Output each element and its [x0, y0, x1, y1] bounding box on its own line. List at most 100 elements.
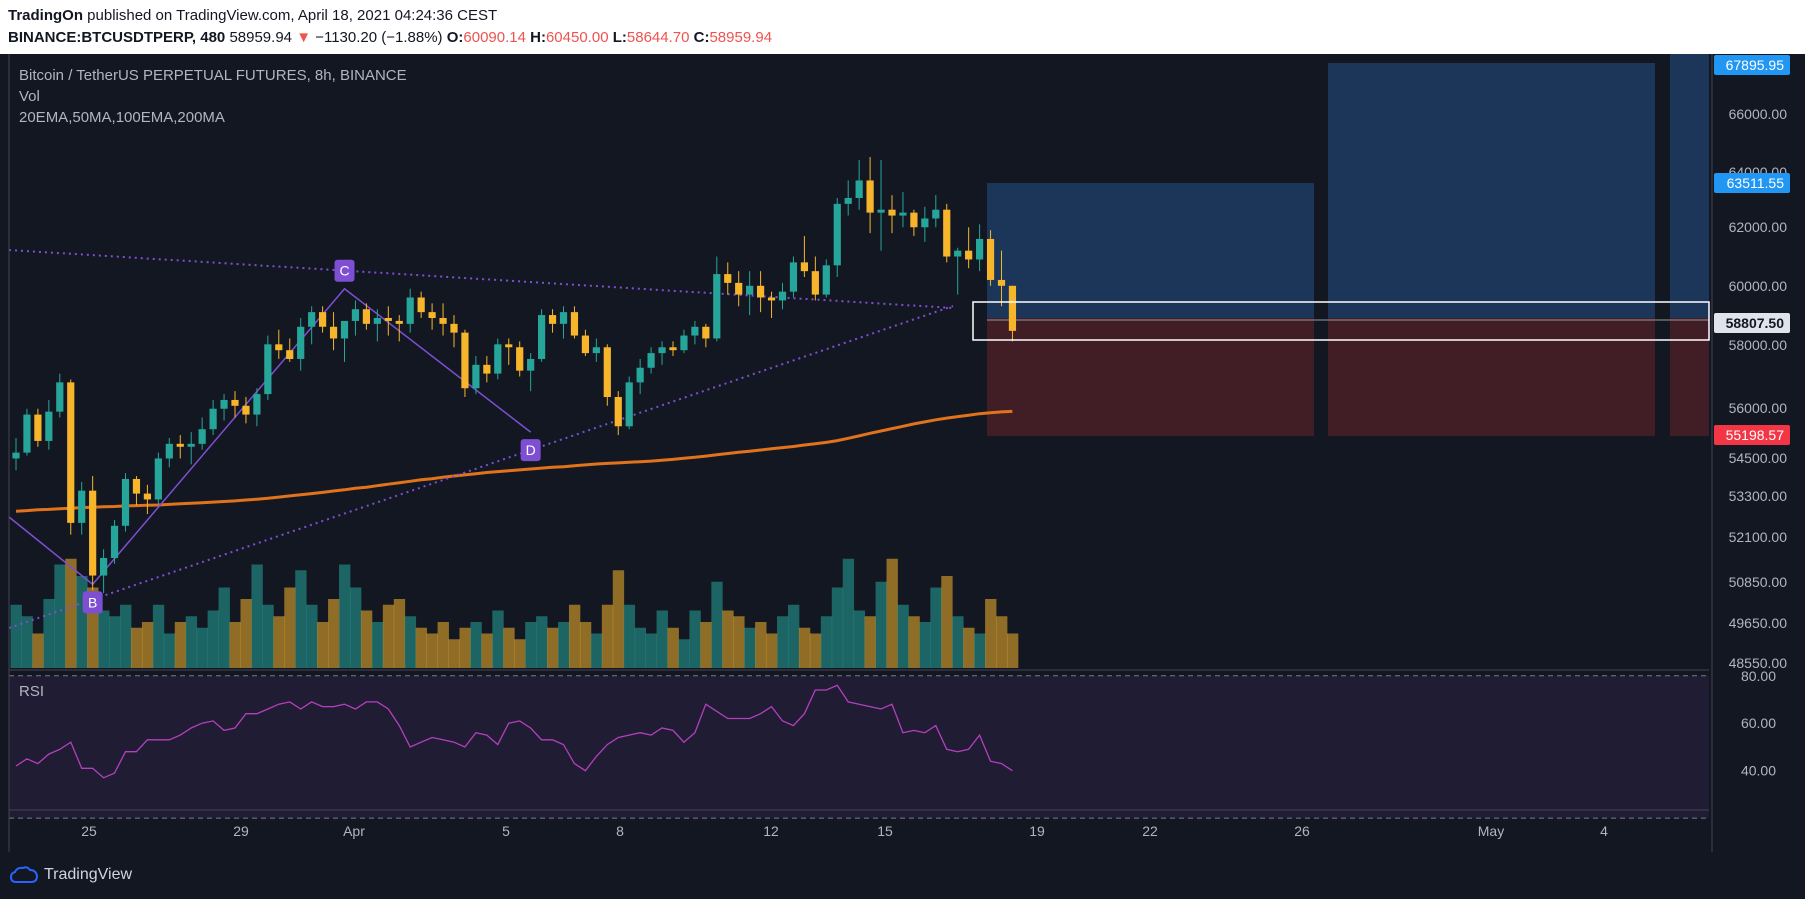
- candle-body: [636, 367, 644, 383]
- volume-bar: [229, 622, 241, 668]
- price-badge: [1714, 313, 1790, 333]
- candle-body: [647, 353, 655, 368]
- candle-body: [176, 443, 184, 447]
- volume-bar: [547, 627, 559, 668]
- abcd-pattern-line: [8, 287, 532, 586]
- volume-bar: [141, 622, 154, 668]
- tradingview-logo[interactable]: TradingView: [10, 866, 132, 884]
- candle-body: [121, 478, 130, 526]
- candle-body: [209, 408, 217, 430]
- volume-bar: [634, 627, 647, 668]
- candle-body: [362, 309, 370, 324]
- price-tick-label: 52100.00: [1729, 529, 1788, 545]
- rsi-legend[interactable]: RSI: [19, 683, 45, 700]
- volume-bar: [787, 604, 800, 668]
- pattern-point-badge: [520, 439, 541, 462]
- rsi-tick-label: 40.00: [1741, 763, 1776, 779]
- highlight-rectangle: [972, 301, 1710, 341]
- volume-bar: [777, 616, 789, 668]
- price-chart[interactable]: BCD66000.0064000.0062000.0060000.0058000…: [0, 0, 1805, 852]
- volume-bar: [109, 616, 121, 668]
- candle-body: [395, 320, 403, 324]
- candle-body: [45, 411, 53, 441]
- open-label: O:: [446, 29, 464, 46]
- price-tick-label: 50850.00: [1729, 574, 1788, 590]
- candle-body: [505, 344, 513, 348]
- candle-body: [494, 344, 502, 374]
- volume-bar: [809, 633, 822, 668]
- price-tick-label: 53300.00: [1729, 488, 1788, 504]
- ma-legend[interactable]: 20EMA,50MA,100EMA,200MA: [19, 109, 225, 126]
- candle-body: [527, 358, 535, 371]
- chart-title-legend[interactable]: Bitcoin / TetherUS PERPETUAL FUTURES, 8h…: [19, 67, 407, 84]
- volume-bar: [196, 627, 209, 668]
- volume-bar: [722, 610, 734, 668]
- candle-body: [220, 399, 228, 409]
- stop-zone-2: [1328, 318, 1655, 436]
- volume-bar: [415, 627, 428, 668]
- candle-body: [976, 238, 984, 260]
- price-tick-label: 49650.00: [1729, 615, 1788, 631]
- candle-body: [997, 279, 1006, 286]
- change-down-icon: ▼: [296, 29, 312, 46]
- candle-body: [110, 525, 119, 558]
- volume-bar: [667, 627, 679, 668]
- dotted-trendline-upper: [8, 249, 954, 309]
- candle-body: [154, 458, 162, 500]
- pattern-point-label: B: [88, 594, 97, 610]
- volume-bar: [689, 610, 701, 668]
- candle-body: [603, 347, 611, 398]
- volume-bar: [711, 581, 723, 668]
- time-tick-label: 4: [1600, 823, 1608, 839]
- price-badge-label: 63511.55: [1727, 175, 1785, 191]
- symbol-label: BINANCE:BTCUSDTPERP, 480: [8, 29, 226, 46]
- volume-bar: [382, 604, 395, 668]
- volume-bar: [755, 622, 767, 668]
- volume-bar: [163, 633, 176, 668]
- candle-body: [461, 332, 469, 389]
- candle-body: [23, 414, 31, 453]
- publisher-name[interactable]: TradingOn: [8, 7, 83, 24]
- footer-bar: [0, 852, 1805, 899]
- close-label: C:: [693, 29, 710, 46]
- volume-bar: [612, 570, 625, 668]
- volume-bar: [656, 610, 668, 668]
- target-zone-3: [1670, 54, 1709, 318]
- rsi-line: [15, 684, 1013, 779]
- candle-body: [713, 274, 721, 339]
- price-badge-label: 58807.50: [1726, 315, 1785, 331]
- volume-bar: [65, 558, 77, 668]
- time-tick-label: 19: [1029, 823, 1045, 839]
- candle-body: [100, 557, 108, 576]
- candle-body: [264, 344, 272, 395]
- volume-bar: [930, 587, 942, 668]
- volume-bar: [130, 627, 143, 668]
- candle-body: [822, 265, 830, 295]
- symbol-ohlc-line: BINANCE:BTCUSDTPERP, 480 58959.94 ▼ −113…: [8, 29, 772, 46]
- volume-bar: [262, 604, 274, 668]
- volume-bar: [218, 587, 230, 668]
- price-badge: [1714, 55, 1790, 75]
- close-value: 58959.94: [709, 29, 773, 46]
- candle-body: [187, 443, 195, 447]
- time-tick-label: 26: [1294, 823, 1310, 839]
- candle-body: [724, 274, 732, 283]
- volume-bar: [76, 576, 88, 668]
- candle-body: [417, 297, 425, 313]
- candle-body: [592, 347, 600, 354]
- candle-body: [483, 364, 491, 374]
- candle-body: [439, 317, 447, 324]
- time-tick-label: 22: [1142, 823, 1158, 839]
- price-change: −1130.20 (−1.88%): [315, 29, 443, 46]
- volume-bar: [481, 633, 493, 668]
- volume-bar: [974, 633, 986, 668]
- time-tick-label: 25: [81, 823, 97, 839]
- volume-legend[interactable]: Vol: [19, 88, 40, 105]
- volume-bar: [284, 587, 296, 668]
- volume-bar: [700, 622, 712, 668]
- volume-bar: [985, 599, 997, 668]
- candle-body: [625, 382, 633, 427]
- candle-body: [450, 323, 458, 333]
- candle-body: [78, 490, 86, 523]
- volume-bar: [678, 639, 690, 668]
